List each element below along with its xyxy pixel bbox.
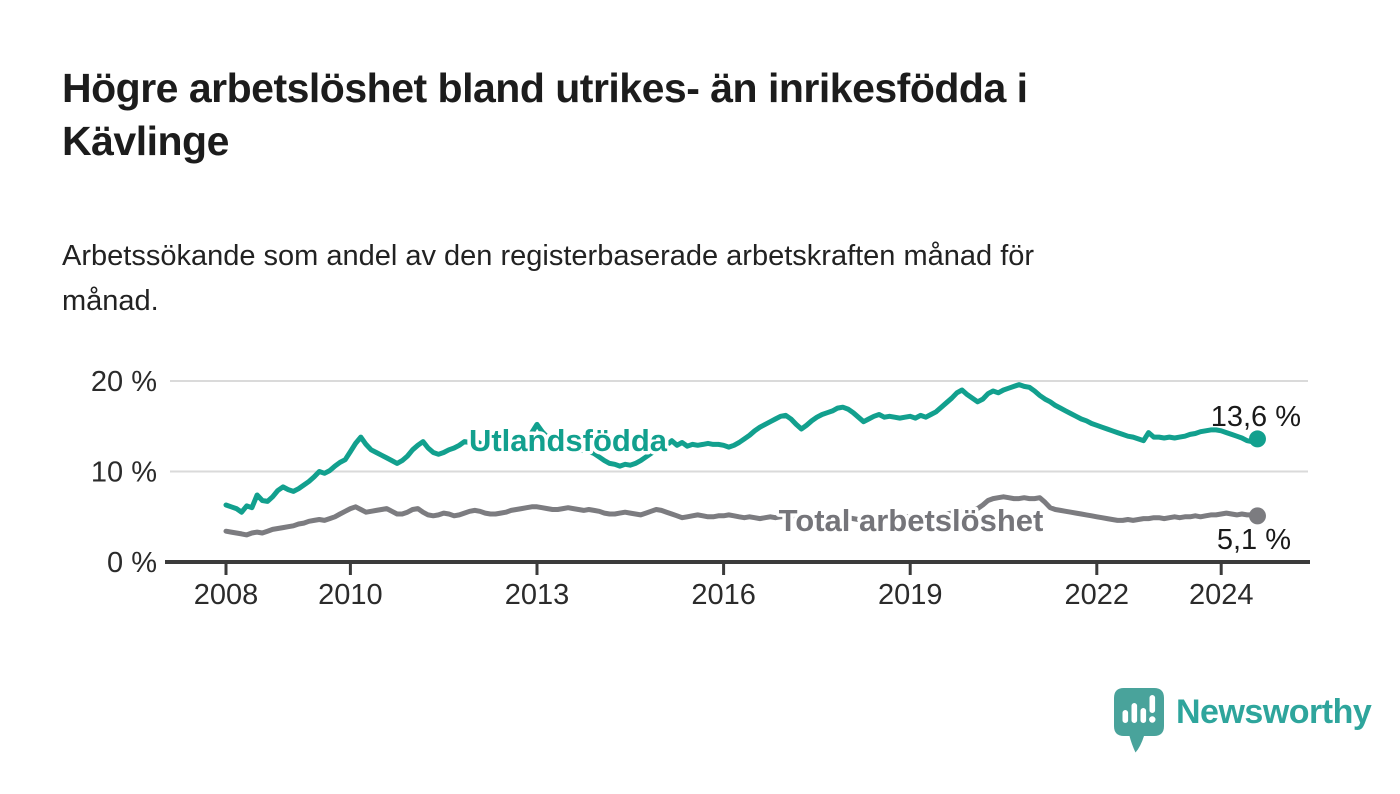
series-end-dot-total — [1248, 507, 1266, 525]
x-tick-label-2016: 2016 — [691, 579, 756, 611]
newsworthy-wordmark: Newsworthy — [1176, 693, 1372, 731]
x-tick-label-2022: 2022 — [1065, 579, 1130, 611]
chart-subtitle-line-2: månad. — [62, 285, 159, 317]
series-label-utlandsfodda: Utlandsfödda — [469, 423, 668, 458]
newsworthy-logo: Newsworthy — [1113, 687, 1372, 754]
series-end-value-utlandsfodda: 13,6 % — [1211, 401, 1301, 433]
page-title: Högre arbetslöshet bland utrikes- än inr… — [62, 62, 1028, 168]
x-tick-label-2024: 2024 — [1189, 579, 1254, 611]
newsworthy-icon — [1114, 688, 1164, 753]
bar-chart-glyph — [1122, 695, 1156, 723]
y-tick-label-20: 20 % — [91, 366, 157, 398]
x-tick-label-2010: 2010 — [318, 579, 383, 611]
page-title-line-2: Kävlinge — [62, 118, 229, 164]
y-tick-label-0: 0 % — [107, 547, 157, 579]
page-title-line-1: Högre arbetslöshet bland utrikes- än inr… — [62, 65, 1028, 111]
series-end-dot-utlandsfodda — [1248, 430, 1266, 448]
series-line-total — [223, 494, 1260, 538]
speech-bubble-shape — [1114, 688, 1164, 753]
x-tick-label-2019: 2019 — [878, 579, 943, 611]
series-label-total: Total arbetslöshet — [779, 503, 1044, 538]
chart-subtitle-line-1: Arbetssökande som andel av den registerb… — [62, 240, 1035, 272]
chart-subtitle: Arbetssökande som andel av den registerb… — [62, 234, 1034, 324]
series-line-utlandsfodda — [223, 382, 1260, 515]
x-tick-label-2008: 2008 — [194, 579, 259, 611]
x-tick-label-2013: 2013 — [505, 579, 570, 611]
series-end-value-total: 5,1 % — [1217, 524, 1291, 556]
y-tick-label-10: 10 % — [91, 457, 157, 489]
